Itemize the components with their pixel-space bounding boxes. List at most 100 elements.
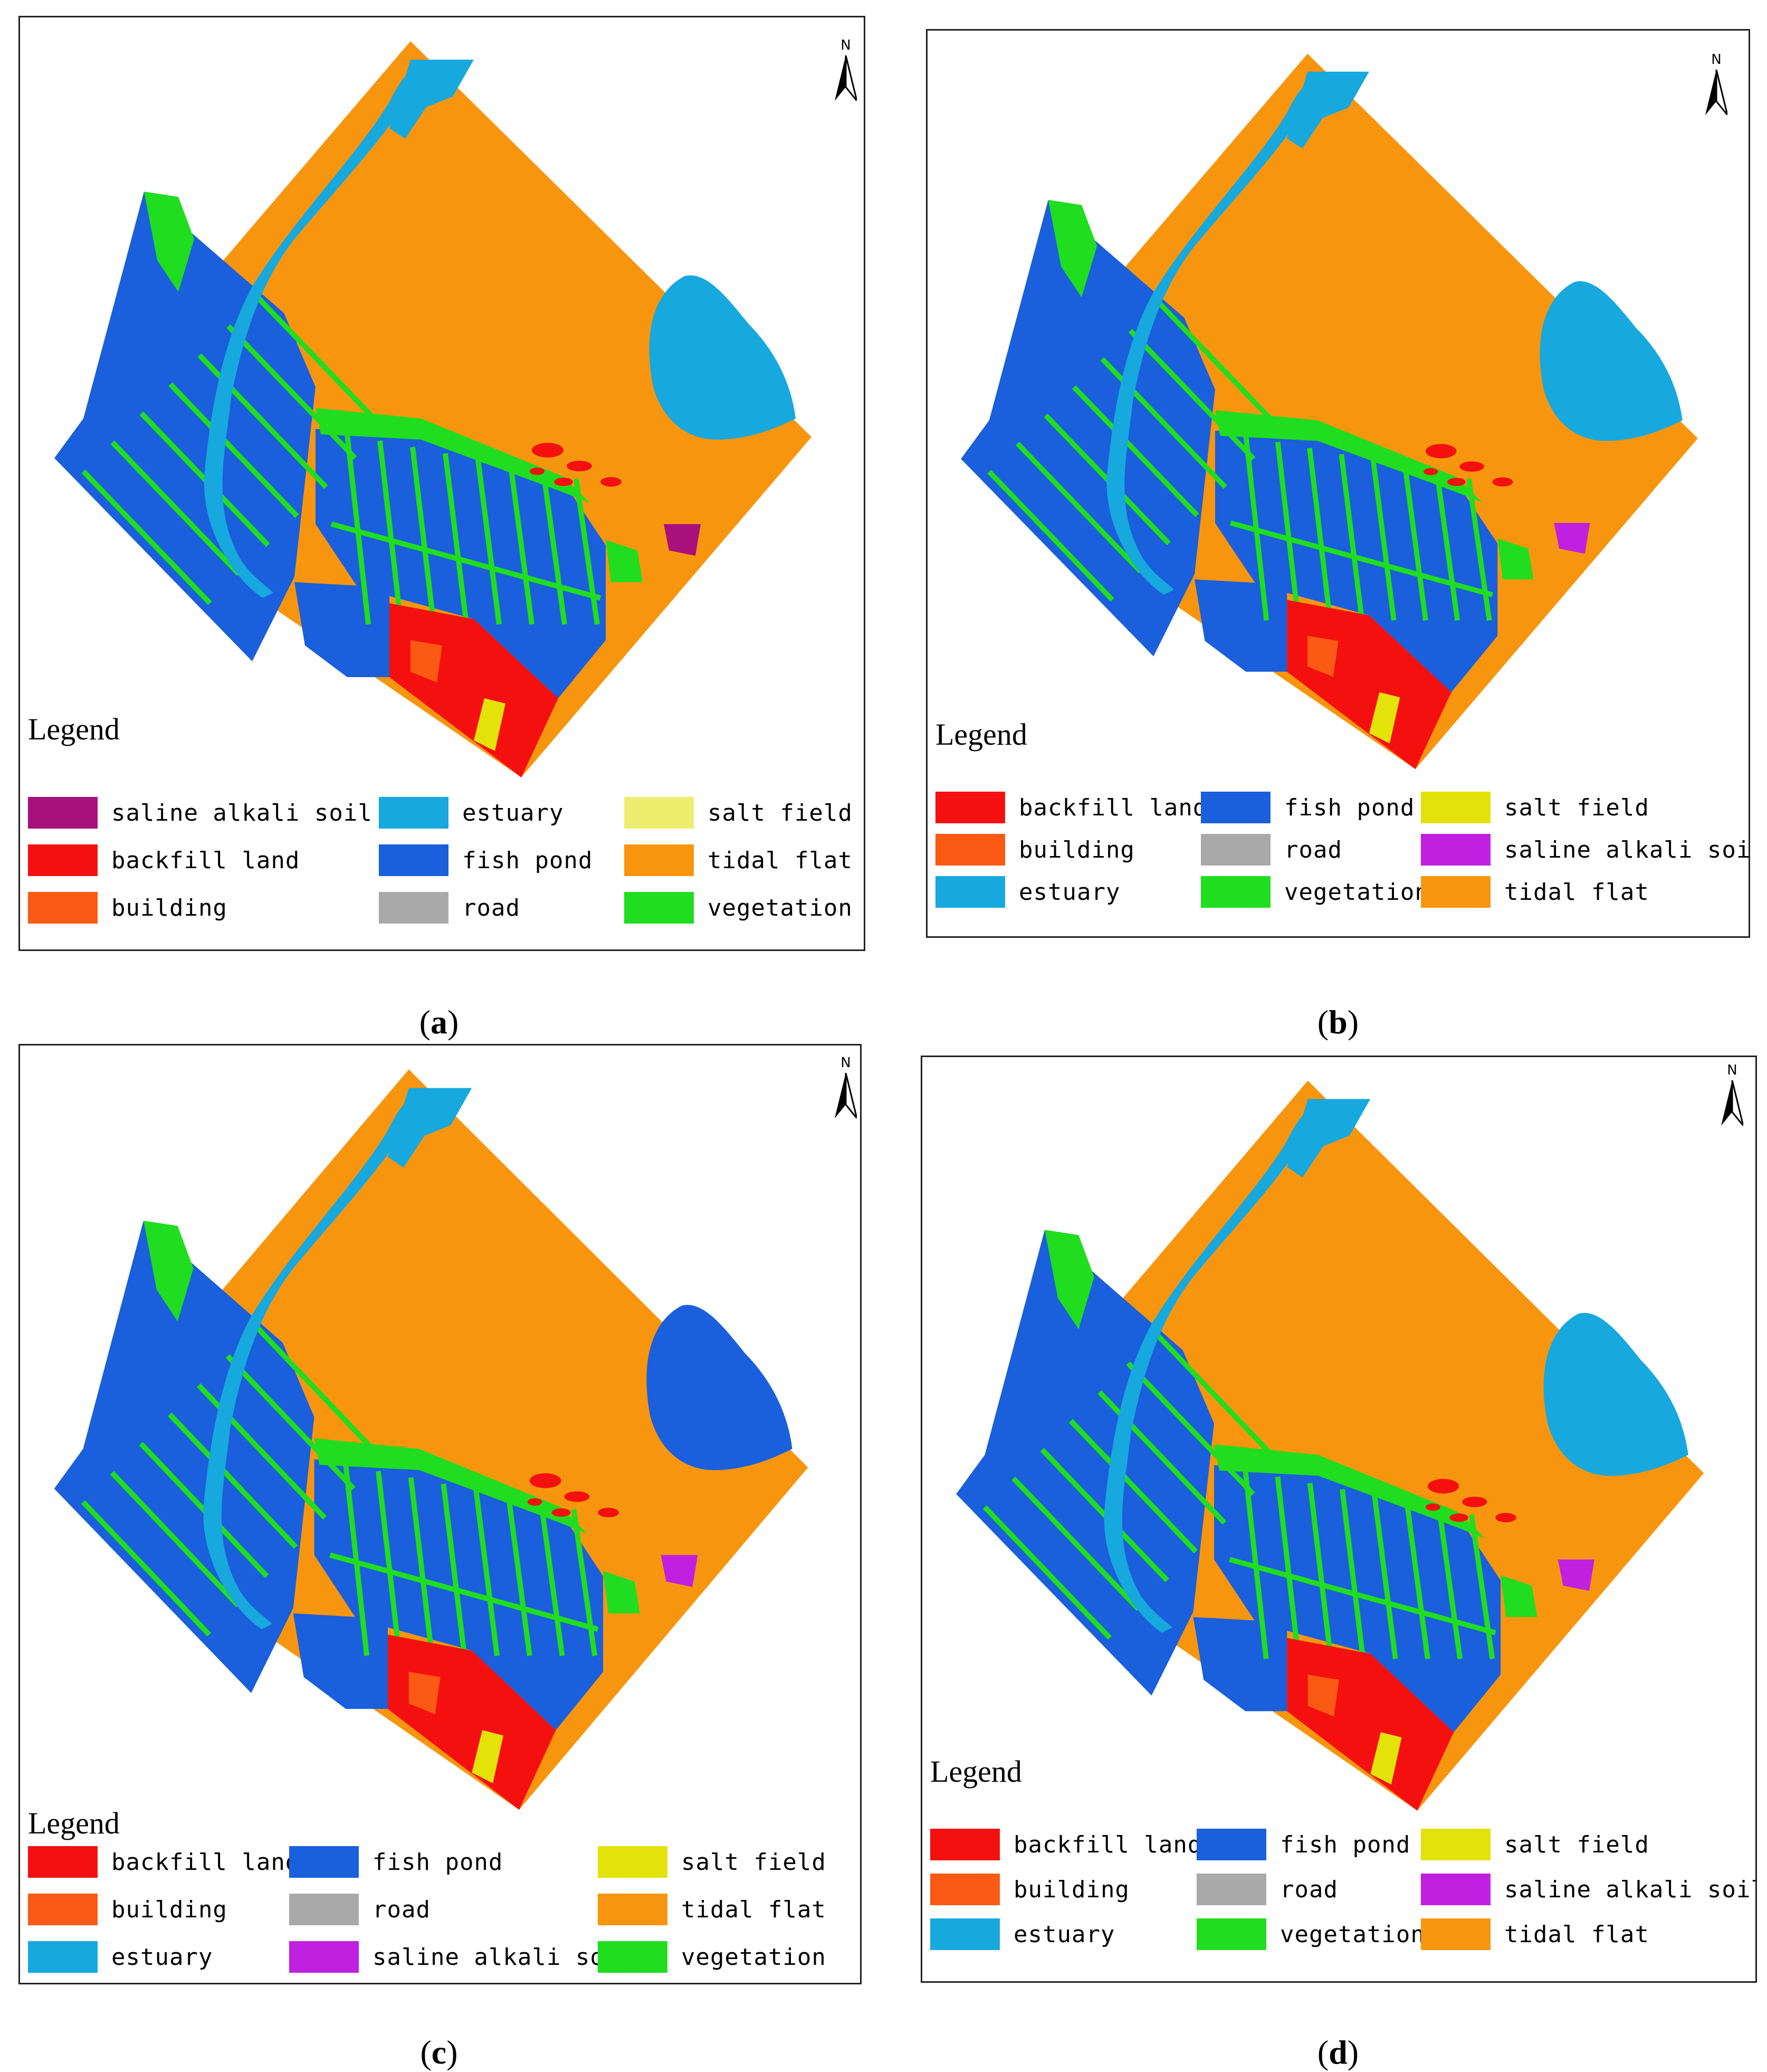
legend-label: building — [111, 894, 227, 921]
legend-item: building — [28, 1893, 227, 1926]
legend-item: building — [930, 1873, 1130, 1906]
legend-swatch — [1201, 876, 1271, 908]
backfill-patches — [527, 1473, 619, 1518]
saline-alkali-soil-patch — [664, 524, 701, 556]
legend-label: salt field — [681, 1848, 826, 1876]
legend-item: vegetation — [624, 891, 853, 925]
legend-label: salt field — [708, 799, 853, 826]
legend-swatch — [930, 1829, 1000, 1860]
legend-swatch — [935, 792, 1005, 823]
legend-label: saline alkali soil — [1504, 836, 1750, 863]
legend-item: backfill land — [28, 843, 300, 877]
estuary-river — [204, 65, 426, 598]
legend-item: backfill land — [935, 791, 1207, 824]
legend-label: saline alkali soil — [1504, 1876, 1757, 1903]
east-lagoon — [649, 275, 796, 440]
north-arrow-icon — [835, 1073, 857, 1118]
legend-item: saline alkali soil — [1421, 1873, 1757, 1906]
legend-label: backfill land — [111, 1848, 300, 1876]
north-arrow-icon — [835, 55, 857, 101]
legend-item: tidal flat — [598, 1893, 826, 1926]
east-lagoon — [1540, 281, 1683, 441]
legend-item: tidal flat — [624, 843, 853, 877]
legend-swatch — [1201, 792, 1271, 823]
panel-caption: (b) — [1317, 1003, 1359, 1042]
caption-letter: a — [431, 1003, 447, 1041]
legend-item: tidal flat — [1421, 1917, 1649, 1951]
legend-swatch — [598, 1941, 667, 1973]
caption-close-paren: ) — [447, 1003, 459, 1041]
estuary-river — [1106, 77, 1323, 595]
salt-field-area — [474, 698, 505, 751]
legend-swatch — [28, 1941, 98, 1973]
legend-item: estuary — [935, 875, 1120, 909]
map-panel-d: N Legend backfill land building estuary fis… — [921, 1056, 1757, 1983]
legend-title: Legend — [28, 1806, 120, 1840]
legend-title: Legend — [28, 712, 120, 746]
legend-swatch — [624, 844, 694, 876]
legend-label: vegetation — [1284, 878, 1429, 906]
vegetation-band — [1215, 410, 1483, 503]
building-area — [408, 1671, 441, 1715]
legend-label: tidal flat — [1504, 878, 1649, 906]
legend-item: backfill land — [930, 1828, 1202, 1861]
vegetation-patch-east — [603, 1571, 640, 1614]
legend-item: estuary — [930, 1917, 1115, 1951]
north-label: N — [840, 37, 851, 53]
caption-letter: d — [1329, 2033, 1348, 2071]
north-label: N — [1727, 1062, 1737, 1078]
legend-label: building — [1019, 836, 1135, 863]
legend-swatch — [935, 834, 1005, 866]
legend-swatch — [1197, 1829, 1266, 1860]
legend-label: vegetation — [1280, 1921, 1425, 1948]
salt-field-area — [1370, 1732, 1402, 1785]
road-grid — [81, 1325, 599, 1657]
saline-alkali-soil-patch — [1558, 1559, 1594, 1591]
legend-label: saline alkali soil — [372, 1943, 634, 1971]
legend-label: tidal flat — [708, 847, 853, 874]
vegetation-patch — [144, 192, 194, 292]
estuary-mouth — [1287, 1099, 1371, 1178]
north-arrow: N — [827, 1055, 860, 1124]
caption-open-paren: ( — [1317, 1003, 1329, 1041]
caption-close-paren: ) — [1347, 1003, 1359, 1041]
legend-item: saline alkali soil — [1421, 833, 1750, 867]
legend-item: building — [935, 833, 1135, 867]
estuary-river — [203, 1093, 425, 1630]
map-panel-a: N Legend saline alkali soil backfill land… — [18, 16, 865, 951]
vegetation-band — [1214, 1444, 1485, 1539]
vegetation-patch-east — [606, 540, 643, 582]
legend-swatch — [289, 1894, 359, 1925]
legend-swatch — [1197, 1918, 1266, 1950]
legend-swatch — [28, 892, 98, 924]
legend-item: tidal flat — [1421, 875, 1649, 909]
tidal-flat-region — [54, 1069, 808, 1810]
legend-label: estuary — [1019, 878, 1121, 906]
building-area — [410, 640, 442, 682]
caption-letter: b — [1329, 1003, 1348, 1041]
saline-alkali-soil-patch — [1554, 522, 1590, 554]
caption-close-paren: ) — [446, 2033, 458, 2071]
estuary-river — [1104, 1104, 1324, 1633]
legend-swatch — [1197, 1874, 1266, 1905]
classified-land-use-map — [956, 1080, 1704, 1811]
caption-open-paren: ( — [1317, 2033, 1329, 2071]
legend-swatch — [930, 1874, 1000, 1905]
legend-swatch — [1201, 834, 1271, 866]
legend-swatch — [379, 844, 448, 876]
legend-label: road — [1284, 836, 1342, 863]
backfill-patches — [530, 443, 622, 487]
legend-label: estuary — [1014, 1921, 1115, 1948]
legend-item: building — [28, 891, 227, 925]
legend-swatch — [289, 1941, 359, 1973]
legend-title: Legend — [935, 717, 1027, 752]
legend-swatch — [289, 1846, 359, 1878]
panel-caption: (a) — [419, 1003, 459, 1042]
legend-item: vegetation — [598, 1940, 826, 1974]
classified-land-use-map — [961, 53, 1698, 769]
legend-label: road — [1280, 1876, 1338, 1903]
vegetation-patch — [1045, 1230, 1094, 1329]
legend-swatch — [28, 1846, 98, 1878]
legend-title: Legend — [930, 1754, 1022, 1789]
legend-swatch — [624, 892, 694, 924]
